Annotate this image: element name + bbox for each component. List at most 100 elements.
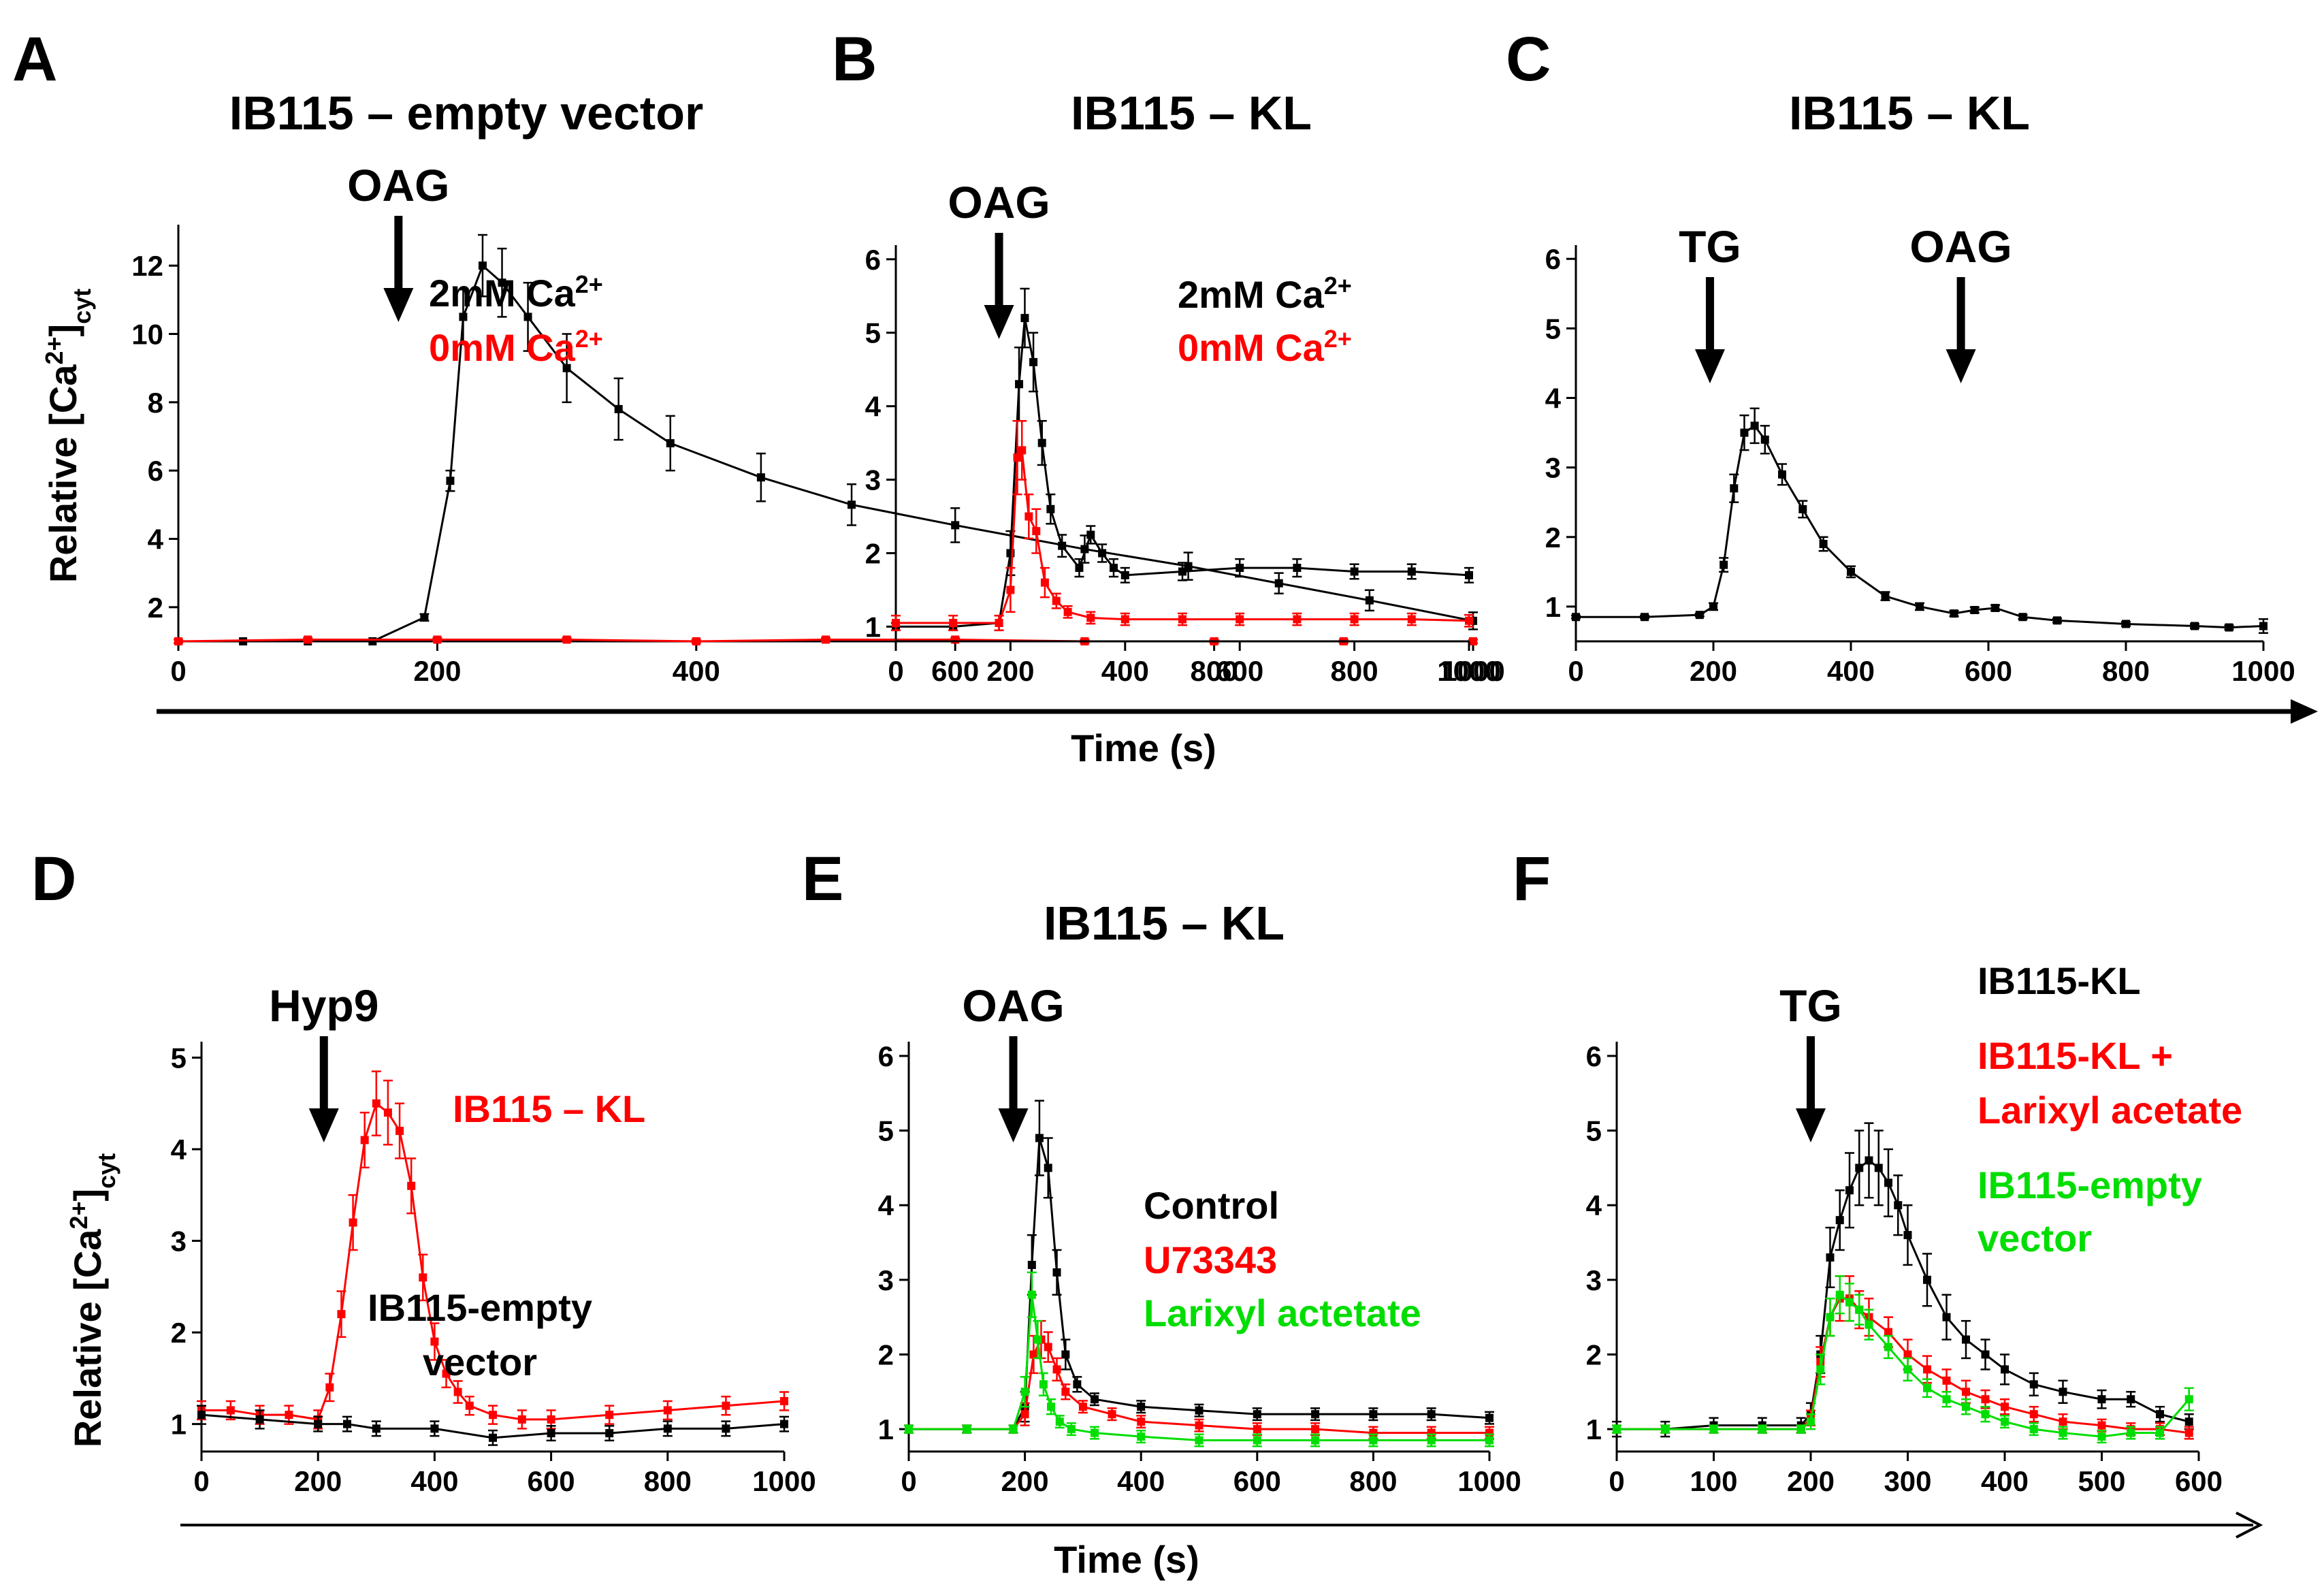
data-point bbox=[1137, 1432, 1146, 1441]
data-point bbox=[197, 1411, 206, 1420]
stimulus-arrowhead bbox=[383, 288, 414, 322]
data-point bbox=[1037, 438, 1046, 447]
data-point bbox=[1108, 1410, 1116, 1419]
data-point bbox=[1061, 1350, 1070, 1359]
x-axis-arrowhead-bottom bbox=[2236, 1511, 2263, 1539]
data-point bbox=[226, 1406, 235, 1415]
data-point bbox=[2184, 1395, 2193, 1404]
data-point bbox=[1365, 596, 1374, 605]
data-point bbox=[1350, 615, 1359, 624]
data-point bbox=[2029, 1425, 2038, 1434]
data-point bbox=[1311, 1410, 1320, 1419]
data-point bbox=[562, 635, 571, 644]
data-point bbox=[1884, 1328, 1892, 1336]
stimulus-arrowhead bbox=[984, 305, 1014, 339]
x-axis-arrowhead-top bbox=[2291, 699, 2318, 724]
series-line bbox=[896, 447, 1470, 624]
data-point bbox=[1063, 607, 1072, 616]
data-point bbox=[1819, 540, 1828, 548]
x-tick-label: 200 bbox=[294, 1465, 342, 1497]
data-point bbox=[2097, 1421, 2106, 1430]
data-point bbox=[1109, 564, 1118, 573]
legend-entry: 2mM Ca2+ bbox=[429, 270, 603, 315]
panel-title: IB115 – KL bbox=[1789, 86, 2030, 140]
panel-title: IB115 – KL bbox=[1071, 86, 1312, 140]
x-tick-label: 200 bbox=[1787, 1465, 1835, 1497]
y-axis-label-top: Relative [Ca2+]cyt bbox=[40, 289, 96, 583]
x-axis-label-top: Time (s) bbox=[1071, 726, 1216, 769]
data-point bbox=[1407, 615, 1416, 624]
data-point bbox=[343, 1420, 351, 1428]
y-tick-label: 5 bbox=[878, 1115, 894, 1147]
data-point bbox=[1055, 1417, 1064, 1426]
series-u73343 bbox=[904, 1319, 1494, 1440]
data-point bbox=[1903, 1365, 1912, 1374]
data-point bbox=[446, 477, 455, 485]
data-point bbox=[1137, 1402, 1146, 1411]
data-point bbox=[1962, 1335, 1970, 1344]
data-point bbox=[2059, 1428, 2067, 1437]
data-point bbox=[478, 261, 487, 270]
x-axis-label-bottom: Time (s) bbox=[1054, 1538, 1199, 1581]
data-point bbox=[1894, 1201, 1903, 1210]
data-point bbox=[605, 1411, 614, 1420]
data-point bbox=[433, 635, 442, 644]
data-point bbox=[1903, 1231, 1912, 1240]
legend-entry: 2mM Ca2+ bbox=[1178, 272, 1352, 317]
data-point bbox=[848, 500, 856, 509]
data-point bbox=[1015, 380, 1024, 389]
data-point bbox=[1052, 1268, 1061, 1277]
legend-entry: IB115-KL bbox=[1978, 959, 2141, 1002]
data-point bbox=[951, 635, 960, 644]
data-point bbox=[822, 635, 830, 644]
data-point bbox=[489, 1433, 497, 1442]
data-point bbox=[2097, 1432, 2106, 1441]
data-point bbox=[1778, 470, 1786, 479]
data-point bbox=[1923, 1383, 1931, 1392]
data-point bbox=[2059, 1388, 2067, 1396]
data-point bbox=[2156, 1410, 2164, 1419]
y-tick-label: 4 bbox=[1545, 383, 1562, 415]
y-tick-label: 5 bbox=[1586, 1115, 1602, 1147]
data-point bbox=[1020, 1410, 1029, 1419]
x-tick-label: 0 bbox=[888, 655, 903, 687]
data-point bbox=[1695, 611, 1704, 620]
data-point bbox=[1253, 1410, 1261, 1419]
data-point bbox=[1903, 1350, 1912, 1359]
data-point bbox=[314, 1420, 323, 1428]
data-point bbox=[2001, 1402, 2009, 1411]
data-point bbox=[1061, 1388, 1070, 1396]
data-point bbox=[1798, 504, 1807, 513]
legend-entry: vector bbox=[1978, 1217, 2092, 1260]
data-point bbox=[2018, 613, 2027, 622]
stimulus-label: OAG bbox=[962, 980, 1064, 1031]
data-point bbox=[1090, 1428, 1099, 1437]
data-point bbox=[465, 1401, 474, 1410]
panel-title: IB115 – empty vector bbox=[229, 86, 703, 140]
y-tick-label: 6 bbox=[865, 244, 881, 276]
data-point bbox=[1485, 1436, 1494, 1445]
data-point bbox=[383, 1108, 392, 1117]
data-point bbox=[2097, 1395, 2106, 1404]
series-ib115-kl bbox=[1571, 407, 2268, 634]
data-point bbox=[2259, 622, 2267, 630]
data-point bbox=[1970, 606, 1979, 615]
y-tick-label: 2 bbox=[865, 537, 881, 569]
data-point bbox=[1641, 613, 1649, 622]
x-tick-label: 800 bbox=[1349, 1465, 1397, 1497]
data-point bbox=[780, 1420, 788, 1428]
data-point bbox=[1807, 1417, 1815, 1426]
series-ib115-kl-larixyl-acetate bbox=[1612, 1275, 2194, 1440]
data-point bbox=[1845, 1298, 1854, 1307]
data-point bbox=[1253, 1425, 1261, 1434]
panel-c: C IB115 – KL 0 200 400 600 800 1000 1 2 3 4 5 6 TG OAG bbox=[1506, 25, 2295, 687]
data-point bbox=[2001, 1365, 2009, 1374]
data-point bbox=[1178, 615, 1187, 624]
stimulus-label: Hyp9 bbox=[269, 980, 378, 1031]
data-point bbox=[1942, 1376, 1951, 1385]
data-point bbox=[442, 1369, 451, 1378]
data-point bbox=[1018, 446, 1027, 455]
data-point bbox=[1027, 1290, 1036, 1299]
data-point bbox=[1274, 579, 1283, 588]
